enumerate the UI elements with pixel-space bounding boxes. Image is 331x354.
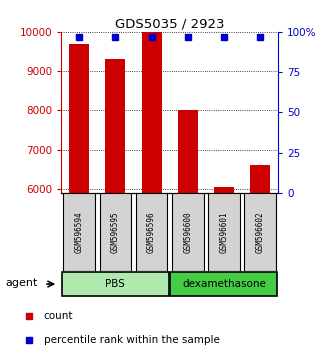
Bar (100, 193, 131, 271)
Bar (250, 165, 270, 193)
Bar (170, 272, 277, 296)
Text: GSM596600: GSM596600 (183, 211, 192, 253)
Bar (142, 32, 162, 193)
Point (149, 34, 154, 40)
Text: dexamethasone: dexamethasone (182, 279, 266, 289)
Point (221, 34, 226, 40)
Bar (172, 193, 204, 271)
Text: GSM596594: GSM596594 (75, 211, 84, 253)
Point (26, 314, 31, 319)
Bar (178, 110, 198, 193)
Text: GSM596602: GSM596602 (256, 211, 264, 253)
Text: GSM596601: GSM596601 (219, 211, 228, 253)
Text: GSM596596: GSM596596 (147, 211, 156, 253)
Point (257, 34, 262, 40)
Bar (244, 193, 276, 271)
Bar (136, 193, 167, 271)
Point (113, 34, 118, 40)
Bar (64, 193, 95, 271)
Bar (106, 59, 125, 193)
Text: agent: agent (5, 278, 37, 288)
Bar (62, 272, 169, 296)
Bar (214, 187, 234, 193)
Title: GDS5035 / 2923: GDS5035 / 2923 (115, 18, 224, 31)
Text: percentile rank within the sample: percentile rank within the sample (44, 335, 219, 345)
Text: GSM596595: GSM596595 (111, 211, 120, 253)
Point (77, 34, 82, 40)
Point (26, 337, 31, 343)
Text: PBS: PBS (106, 279, 125, 289)
Text: count: count (44, 312, 73, 321)
Bar (70, 44, 89, 193)
Bar (208, 193, 240, 271)
Point (185, 34, 190, 40)
